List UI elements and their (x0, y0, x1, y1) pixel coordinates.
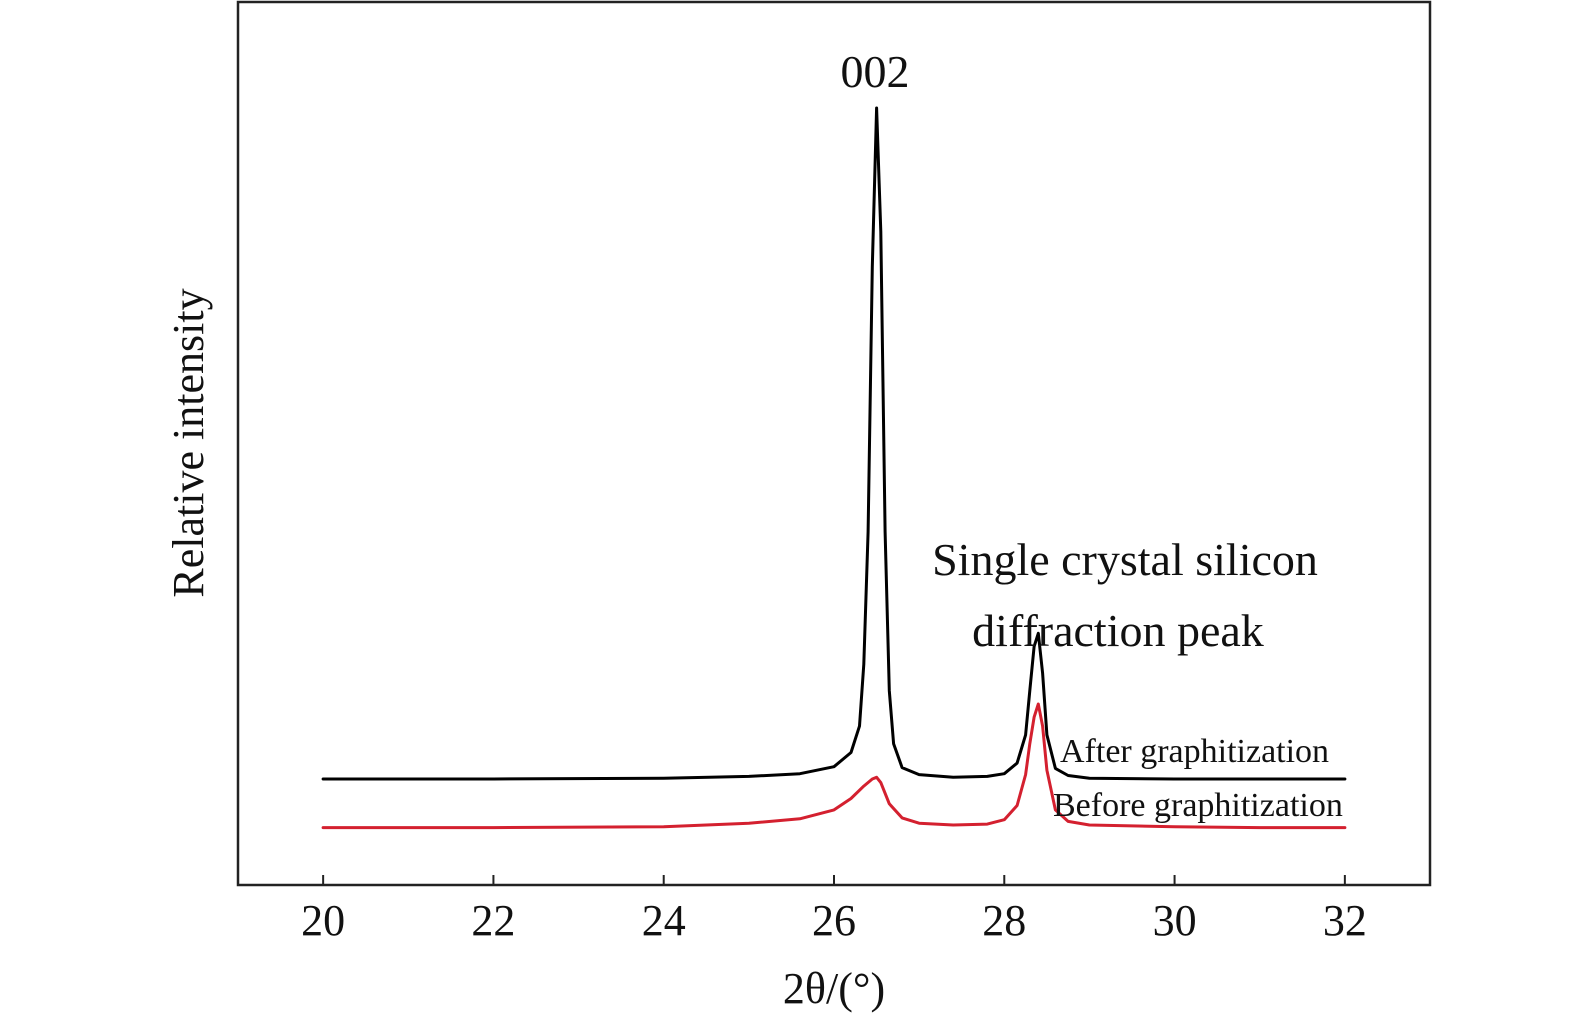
annotation-002: 002 (841, 46, 910, 97)
x-tick-label-26: 26 (812, 896, 856, 945)
x-tick-label-30: 30 (1153, 896, 1197, 945)
series-line-before-graphitization (321, 702, 1347, 830)
annotation-silicon-peak-line2: diffraction peak (972, 605, 1264, 656)
x-tick-label-22: 22 (471, 896, 515, 945)
x-tick-label-24: 24 (642, 896, 686, 945)
x-axis-ticks (322, 875, 1346, 885)
annotation-silicon-peak-line1: Single crystal silicon (932, 534, 1318, 585)
x-tick-label-28: 28 (982, 896, 1026, 945)
series-line-after-graphitization (321, 106, 1347, 781)
legend-label-before: Before graphitization (1053, 787, 1343, 824)
legend-label-after: After graphitization (1060, 733, 1329, 770)
x-tick-label-20: 20 (301, 896, 345, 945)
x-axis-tick-labels: 20 22 24 26 28 30 32 (301, 896, 1367, 945)
x-axis-label: 2θ/(°) (783, 964, 885, 1013)
y-axis-label: Relative intensity (164, 288, 213, 597)
x-tick-label-32: 32 (1323, 896, 1367, 945)
series-group (321, 106, 1347, 830)
